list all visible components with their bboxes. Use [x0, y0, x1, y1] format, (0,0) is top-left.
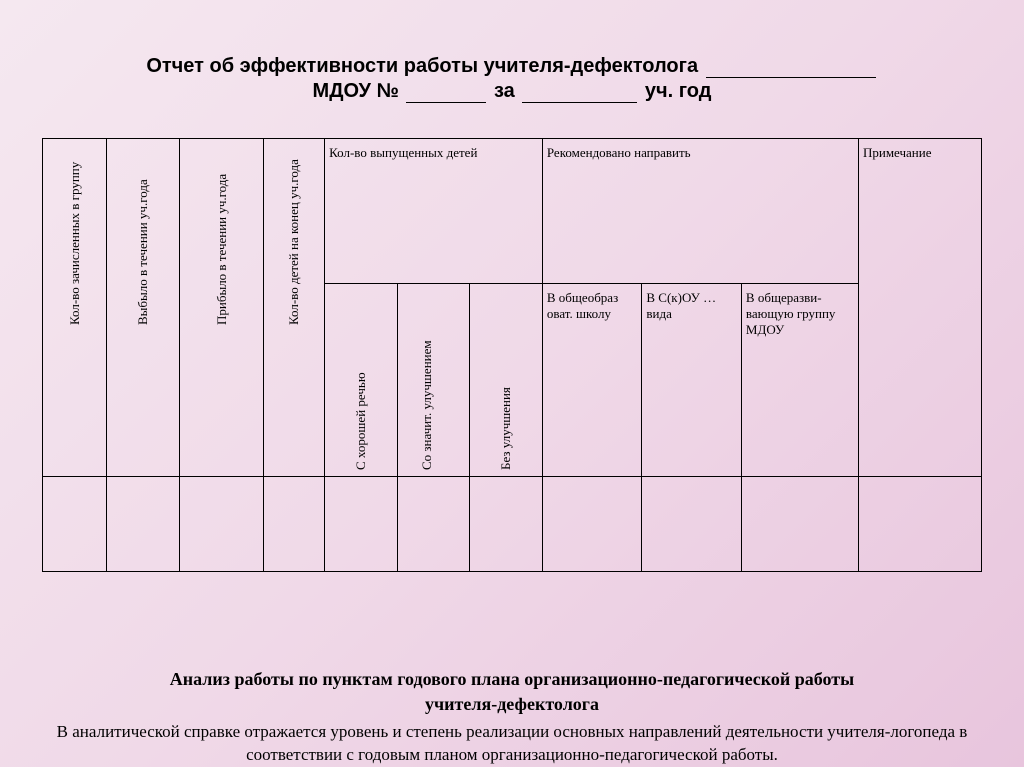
cell-good-speech	[325, 477, 398, 572]
title-za: за	[494, 80, 515, 102]
blank-name	[706, 77, 876, 78]
col-note-label: Примечание	[863, 145, 932, 160]
cell-school	[542, 477, 642, 572]
col-recommend-label: Рекомендовано направить	[547, 145, 691, 160]
col-arrived: Прибыло в течении уч.года	[179, 139, 263, 477]
cell-left	[107, 477, 180, 572]
report-table: Кол-во зачисленных в группу Выбыло в теч…	[42, 138, 982, 572]
sub-improved: Со значит. улучшением	[397, 284, 470, 477]
sub-skou-label: В С(к)ОУ … вида	[646, 290, 716, 321]
bottom-title-2: учителя-дефектолога	[40, 692, 984, 717]
sub-good-speech-label: С хорошей речью	[353, 290, 369, 470]
sub-no-improve-label: Без улучшения	[498, 290, 514, 470]
sub-skou: В С(к)ОУ … вида	[642, 284, 742, 477]
cell-no-improve	[470, 477, 543, 572]
col-endyear-label: Кол-во детей на конец уч.года	[286, 145, 302, 325]
sub-good-speech: С хорошей речью	[325, 284, 398, 477]
col-left-label: Выбыло в течении уч.года	[135, 145, 151, 325]
data-row	[43, 477, 982, 572]
col-arrived-label: Прибыло в течении уч.года	[214, 145, 230, 325]
sub-general-group-label: В общеразви-вающую группу МДОУ	[746, 290, 836, 337]
bottom-title-1: Анализ работы по пунктам годового плана …	[40, 667, 984, 692]
sub-school-label: В общеобраз оват. школу	[547, 290, 618, 321]
cell-note	[858, 477, 981, 572]
cell-general-group	[741, 477, 858, 572]
col-released-label: Кол-во выпущенных детей	[329, 145, 477, 160]
bottom-text: Анализ работы по пунктам годового плана …	[40, 667, 984, 767]
cell-endyear	[264, 477, 325, 572]
title-prefix: Отчет об эффективности работы учителя-де…	[146, 55, 698, 77]
cell-arrived	[179, 477, 263, 572]
col-enrolled: Кол-во зачисленных в группу	[43, 139, 107, 477]
sub-no-improve: Без улучшения	[470, 284, 543, 477]
title-line-1: Отчет об эффективности работы учителя-де…	[40, 55, 984, 78]
title-block: Отчет об эффективности работы учителя-де…	[40, 55, 984, 103]
col-released-group: Кол-во выпущенных детей	[325, 139, 543, 284]
blank-year	[522, 102, 637, 103]
title-mdou: МДОУ №	[313, 80, 399, 102]
sub-improved-label: Со значит. улучшением	[419, 290, 449, 470]
sub-general-group: В общеразви-вающую группу МДОУ	[741, 284, 858, 477]
cell-skou	[642, 477, 742, 572]
header-row-1: Кол-во зачисленных в группу Выбыло в теч…	[43, 139, 982, 284]
sub-school: В общеобраз оват. школу	[542, 284, 642, 477]
col-enrolled-label: Кол-во зачисленных в группу	[67, 145, 83, 325]
col-endyear: Кол-во детей на конец уч.года	[264, 139, 325, 477]
col-left: Выбыло в течении уч.года	[107, 139, 180, 477]
cell-improved	[397, 477, 470, 572]
col-note: Примечание	[858, 139, 981, 477]
col-recommend-group: Рекомендовано направить	[542, 139, 858, 284]
cell-enrolled	[43, 477, 107, 572]
title-line-2: МДОУ № за уч. год	[40, 80, 984, 103]
title-year: уч. год	[645, 80, 712, 102]
bottom-paragraph: В аналитической справке отражается урове…	[40, 721, 984, 767]
blank-number	[406, 102, 486, 103]
